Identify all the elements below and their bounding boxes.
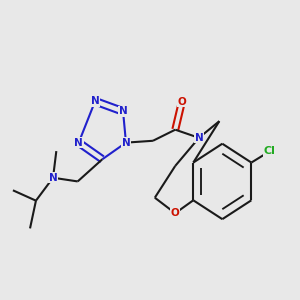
Text: O: O (171, 208, 180, 218)
Text: N: N (91, 96, 100, 106)
Text: N: N (119, 106, 128, 116)
Text: Cl: Cl (263, 146, 275, 157)
Text: N: N (49, 173, 57, 183)
Text: N: N (122, 138, 130, 148)
Text: N: N (74, 138, 83, 148)
Text: O: O (178, 97, 186, 107)
Text: N: N (195, 133, 203, 143)
